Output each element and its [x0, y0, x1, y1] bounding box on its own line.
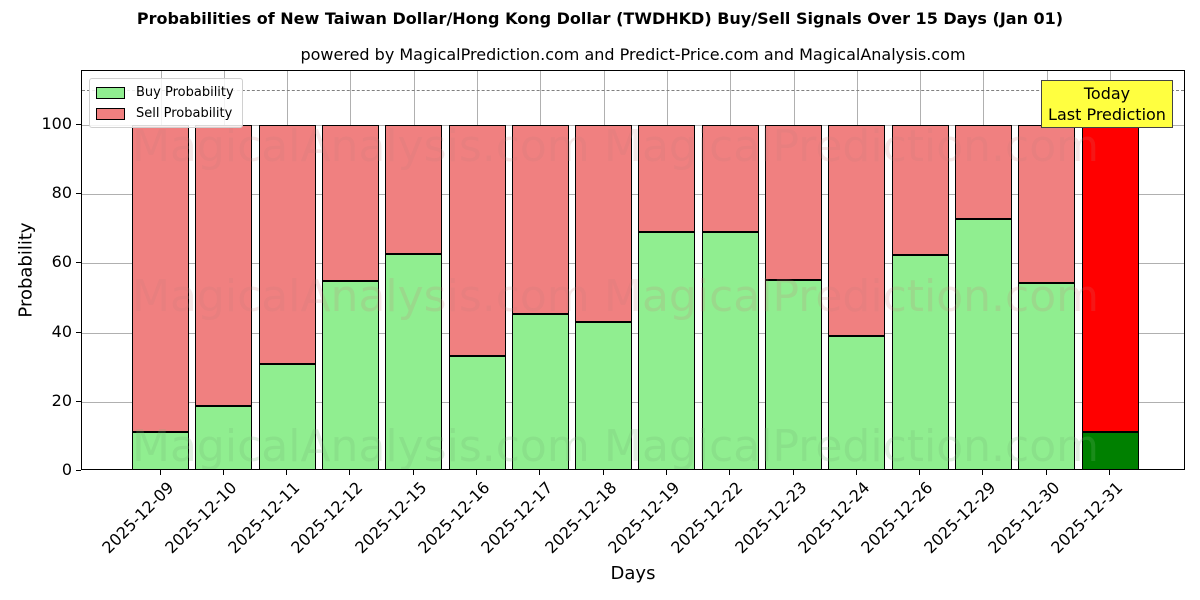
sell-bar: [258, 125, 316, 364]
buy-bar: [891, 255, 949, 469]
y-tick-label: 40: [51, 321, 72, 341]
sell-swatch: [96, 107, 125, 120]
x-axis-title: Days: [610, 563, 656, 584]
grid-line-h: [82, 332, 1184, 334]
y-tick-mark: [76, 262, 81, 264]
buy-bar: [1081, 431, 1139, 469]
x-tick-mark: [476, 470, 477, 475]
y-tick-label: 100: [41, 114, 72, 133]
buy-bar: [258, 363, 316, 469]
legend-item-buy: Buy Probability: [96, 82, 234, 103]
buy-swatch: [96, 86, 125, 99]
y-tick-mark: [76, 193, 81, 195]
sell-bar: [321, 125, 379, 281]
x-tick-mark: [1045, 470, 1047, 475]
buy-bar: [765, 280, 822, 469]
sell-bar: [828, 125, 886, 336]
y-tick-label: 60: [51, 252, 72, 272]
grid-line-h: [82, 263, 1184, 265]
x-tick-mark: [665, 470, 667, 475]
x-tick-mark: [349, 470, 351, 475]
y-tick-label: 0: [61, 460, 72, 479]
x-tick-mark: [159, 470, 161, 475]
x-tick-mark: [792, 470, 794, 475]
x-tick-mark: [982, 470, 984, 475]
legend-item-sell: Sell Probability: [96, 103, 234, 124]
sell-bar: [701, 125, 759, 233]
x-tick-mark: [1109, 470, 1110, 475]
sell-bar: [195, 125, 253, 406]
sell-bar: [385, 125, 443, 255]
y-tick-label: 80: [51, 183, 72, 203]
sell-bar: [575, 125, 633, 323]
legend-label-sell: Sell Probability: [136, 106, 233, 121]
legend-label-buy: Buy Probability: [136, 85, 234, 100]
sell-bar: [448, 125, 506, 357]
y-tick-mark: [76, 124, 81, 125]
reference-line: [82, 90, 1184, 92]
buy-bar: [701, 232, 759, 469]
buy-bar: [195, 405, 253, 469]
plot-area: MagicalAnalysis.com MagicalPrediction.com…: [81, 70, 1185, 470]
sell-bar: [132, 125, 189, 432]
x-tick-mark: [919, 470, 921, 475]
x-tick-mark: [412, 470, 414, 475]
chart-subtitle: powered by MagicalPrediction.com and Pre…: [300, 45, 966, 64]
y-tick-mark: [76, 331, 81, 333]
sell-bar: [891, 125, 949, 256]
y-tick-mark: [76, 470, 81, 471]
buy-bar: [385, 254, 443, 469]
sell-bar: [638, 125, 696, 233]
x-tick-mark: [222, 470, 224, 475]
buy-bar: [954, 219, 1012, 469]
legend: Buy Probability Sell Probability: [89, 78, 243, 128]
sell-bar: [511, 125, 569, 314]
sell-bar: [1081, 125, 1139, 432]
sell-bar: [954, 125, 1012, 220]
chart-title: Probabilities of New Taiwan Dollar/Hong …: [136, 9, 1064, 28]
annotation-line1: Today: [1083, 84, 1131, 103]
x-tick-mark: [855, 470, 857, 475]
x-tick-mark: [539, 470, 541, 475]
buy-bar: [448, 356, 506, 469]
buy-bar: [321, 280, 379, 469]
annotation-line2: Last Prediction: [1048, 105, 1166, 124]
buy-bar: [511, 313, 569, 469]
x-tick-mark: [602, 470, 604, 475]
buy-bar: [828, 335, 886, 469]
x-tick-mark: [729, 470, 731, 475]
grid-line-h: [82, 125, 1184, 126]
buy-bar: [132, 431, 189, 469]
buy-bar: [1018, 283, 1076, 469]
today-annotation: Today Last Prediction: [1041, 80, 1173, 128]
sell-bar: [1018, 125, 1076, 284]
y-tick-mark: [76, 400, 81, 402]
buy-bar: [638, 232, 696, 469]
buy-bar: [575, 322, 633, 469]
grid-line-h: [82, 194, 1184, 196]
x-tick-mark: [286, 470, 288, 475]
y-tick-label: 20: [51, 390, 72, 410]
grid-line-h: [82, 401, 1184, 403]
sell-bar: [765, 125, 822, 280]
